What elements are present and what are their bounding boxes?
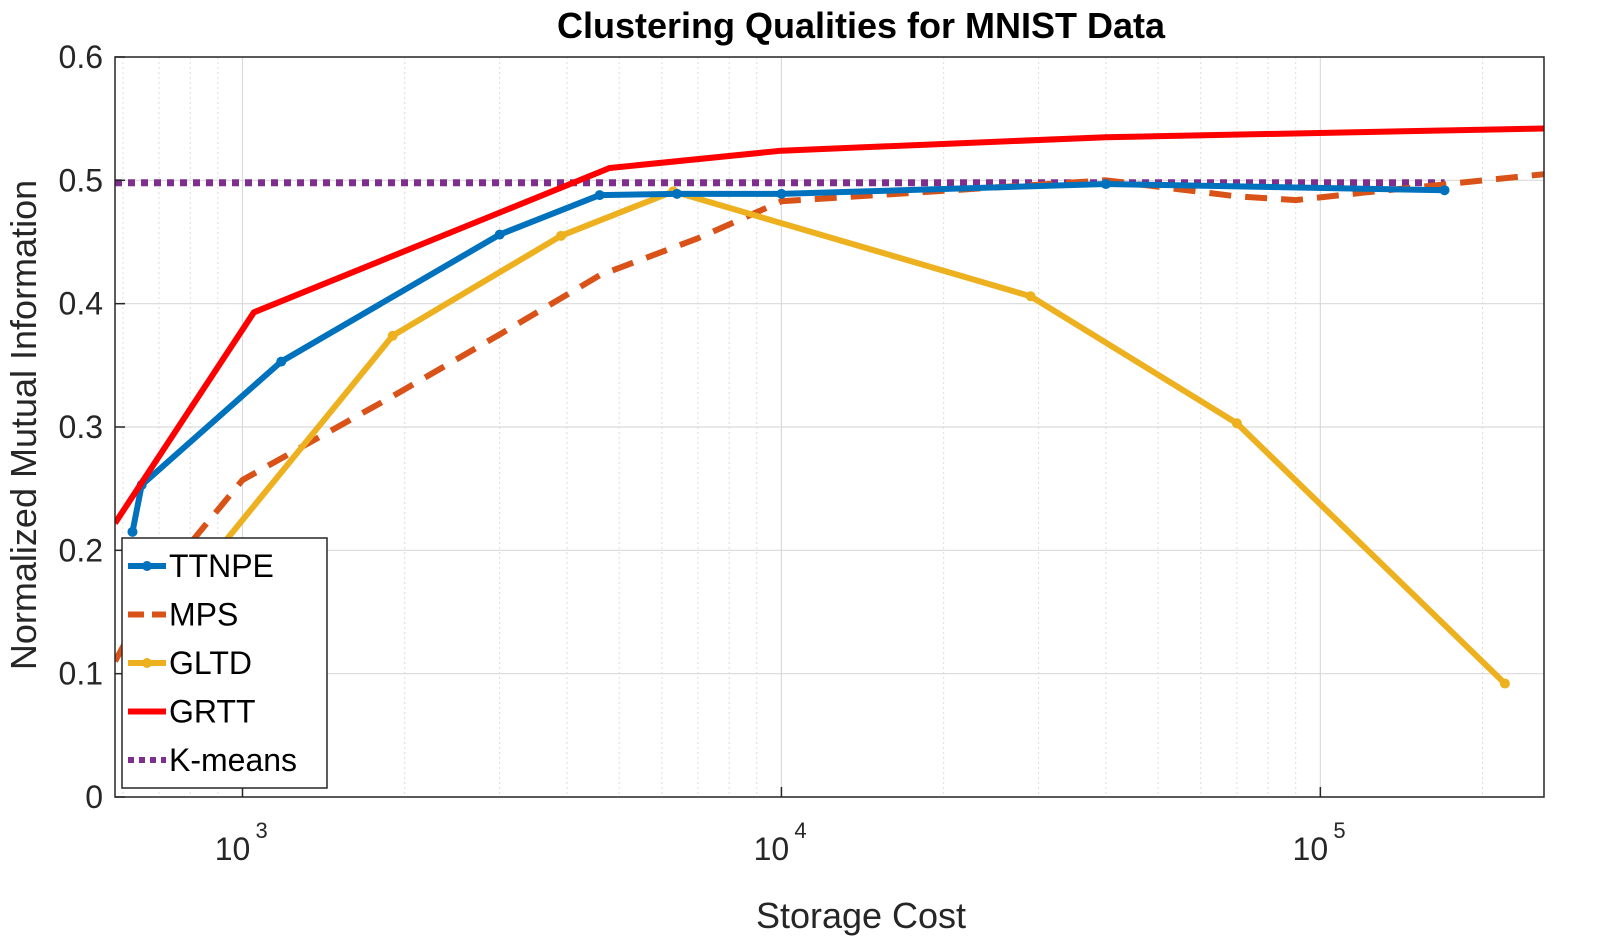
legend-label-k-means: K-means: [169, 742, 297, 778]
legend-marker: [142, 658, 152, 668]
y-tick-labels: 0 0.1 0.2 0.3 0.4 0.5 0.6: [59, 39, 125, 815]
y-axis-label: Normalized Mutual Information: [3, 180, 44, 670]
y-tick-label: 0.5: [59, 162, 103, 198]
data-point-ttnpe: [671, 188, 682, 199]
data-point-gltd: [1025, 291, 1036, 302]
data-point-ttnpe: [494, 229, 505, 240]
y-tick-label: 0.4: [59, 286, 103, 322]
legend-label-ttnpe: TTNPE: [169, 548, 274, 584]
legend-label-mps: MPS: [169, 597, 238, 633]
grid-lines: [115, 56, 1544, 798]
data-point-ttnpe: [594, 190, 605, 201]
y-tick-label: 0.2: [59, 532, 103, 568]
legend-marker: [142, 561, 152, 571]
data-point-gltd: [387, 330, 398, 341]
data-point-ttnpe: [276, 356, 287, 367]
series-group: [115, 125, 1544, 689]
data-point-gltd: [1499, 678, 1510, 689]
data-point-ttnpe: [127, 526, 138, 537]
x-axis-label: Storage Cost: [756, 895, 966, 936]
y-tick-label: 0.1: [59, 656, 103, 692]
data-point-gltd: [1231, 418, 1242, 429]
data-point-gltd: [556, 230, 567, 241]
x-tick-exponent: 3: [255, 818, 267, 843]
x-tick-exponent: 4: [794, 818, 806, 843]
series-line-mps: [115, 171, 1544, 663]
x-tick-label: 10: [215, 831, 251, 867]
legend-label-grtt: GRTT: [169, 694, 256, 730]
series-line-grtt: [115, 125, 1544, 525]
x-tick-label: 10: [1293, 831, 1329, 867]
x-tick-exponent: 5: [1333, 818, 1345, 843]
y-tick-label: 0: [85, 779, 103, 815]
data-point-ttnpe: [1100, 179, 1111, 190]
y-tick-label: 0.6: [59, 39, 103, 75]
legend-label-gltd: GLTD: [169, 645, 252, 681]
x-tick-label: 10: [754, 831, 790, 867]
y-tick-label: 0.3: [59, 409, 103, 445]
data-point-ttnpe: [1439, 185, 1450, 196]
legend: TTNPE MPS GLTD GRTT K-means: [121, 537, 328, 789]
chart-title: Clustering Qualities for MNIST Data: [557, 5, 1166, 46]
data-point-ttnpe: [776, 188, 787, 199]
